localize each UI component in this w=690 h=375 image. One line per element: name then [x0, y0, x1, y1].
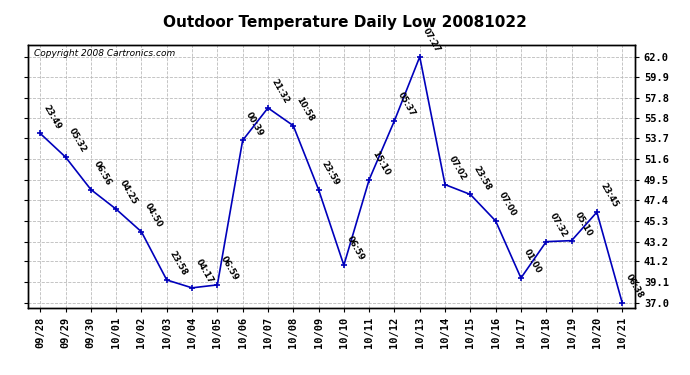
Text: 23:58: 23:58: [472, 164, 493, 192]
Text: 23:45: 23:45: [598, 182, 620, 209]
Text: 00:39: 00:39: [244, 110, 265, 138]
Text: 07:32: 07:32: [548, 211, 569, 239]
Text: 07:00: 07:00: [497, 191, 518, 218]
Text: 06:59: 06:59: [219, 255, 240, 282]
Text: 15:10: 15:10: [371, 149, 392, 177]
Text: 05:10: 05:10: [573, 210, 594, 238]
Text: 23:58: 23:58: [168, 250, 189, 277]
Text: Outdoor Temperature Daily Low 20081022: Outdoor Temperature Daily Low 20081022: [163, 15, 527, 30]
Text: 05:32: 05:32: [67, 127, 88, 154]
Text: 23:49: 23:49: [41, 103, 63, 131]
Text: 23:59: 23:59: [320, 159, 341, 187]
Text: 06:56: 06:56: [92, 159, 113, 187]
Text: 06:59: 06:59: [345, 235, 366, 262]
Text: 21:32: 21:32: [269, 78, 290, 105]
Text: 07:27: 07:27: [421, 27, 442, 54]
Text: 05:37: 05:37: [396, 90, 417, 118]
Text: Copyright 2008 Cartronics.com: Copyright 2008 Cartronics.com: [34, 49, 175, 58]
Text: 10:58: 10:58: [295, 95, 316, 123]
Text: 04:50: 04:50: [143, 201, 164, 229]
Text: 01:00: 01:00: [522, 248, 544, 275]
Text: 06:38: 06:38: [624, 272, 644, 300]
Text: 04:17: 04:17: [193, 258, 215, 285]
Text: 07:02: 07:02: [446, 154, 468, 182]
Text: 04:25: 04:25: [117, 179, 139, 206]
